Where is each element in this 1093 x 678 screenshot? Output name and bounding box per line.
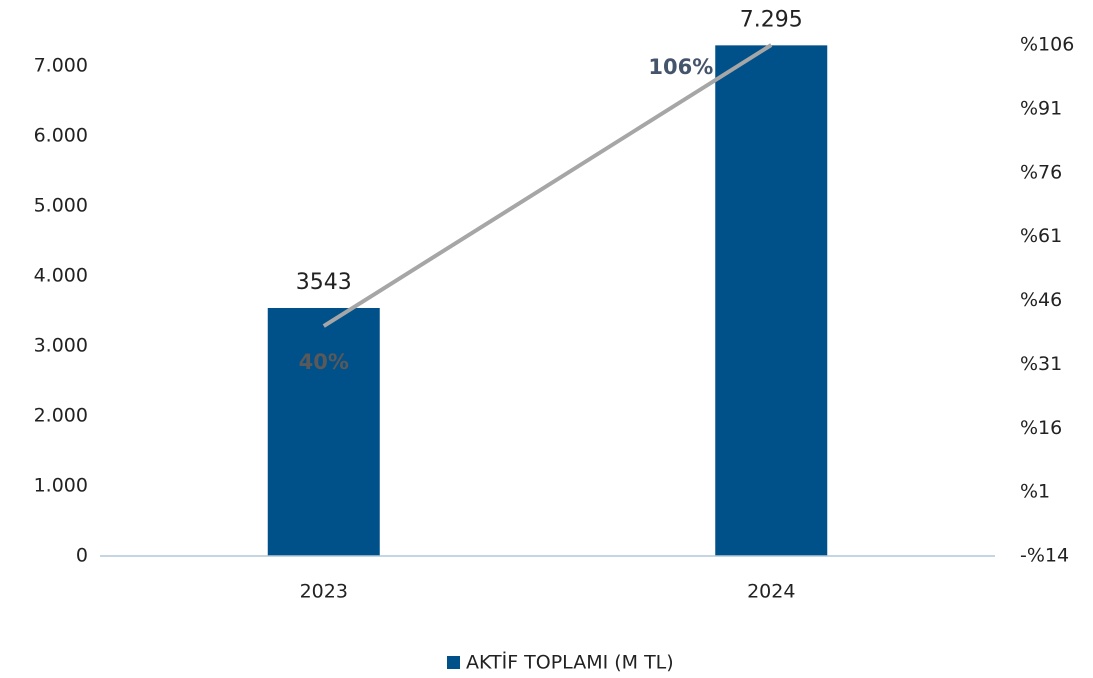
y2-tick-label: %16 xyxy=(1020,417,1062,439)
y-tick-label: 4.000 xyxy=(34,265,88,287)
line-value-label: 40% xyxy=(299,350,349,374)
line xyxy=(322,43,773,328)
y2-tick-label: -%14 xyxy=(1020,545,1069,567)
y-tick-label: 3.000 xyxy=(34,335,88,357)
y2-tick-label: %106 xyxy=(1020,34,1074,56)
y2-tick-label: %46 xyxy=(1020,289,1062,311)
y2-tick-label: %1 xyxy=(1020,481,1050,503)
bar xyxy=(715,45,828,556)
x-tick-label: 2023 xyxy=(300,581,348,603)
bar xyxy=(267,307,380,556)
y2-tick-label: %31 xyxy=(1020,353,1062,375)
y-tick-label: 1.000 xyxy=(34,475,88,497)
y2-tick-label: %91 xyxy=(1020,97,1062,119)
bar-value-label: 3543 xyxy=(296,270,352,295)
legend-label: AKTİF TOPLAMI (M TL) xyxy=(466,651,674,674)
x-tick-label: 2024 xyxy=(747,581,795,603)
y-tick-label: 2.000 xyxy=(34,405,88,427)
y-tick-label: 5.000 xyxy=(34,195,88,217)
line-value-label: 106% xyxy=(648,55,713,79)
bar-value-label: 7.295 xyxy=(740,7,803,32)
y2-tick-label: %61 xyxy=(1020,225,1062,247)
y-tick-label: 0 xyxy=(76,545,88,567)
y2-tick-label: %76 xyxy=(1020,161,1062,183)
legend-swatch xyxy=(447,656,460,669)
y-tick-label: 7.000 xyxy=(34,55,88,77)
y-tick-label: 6.000 xyxy=(34,125,88,147)
